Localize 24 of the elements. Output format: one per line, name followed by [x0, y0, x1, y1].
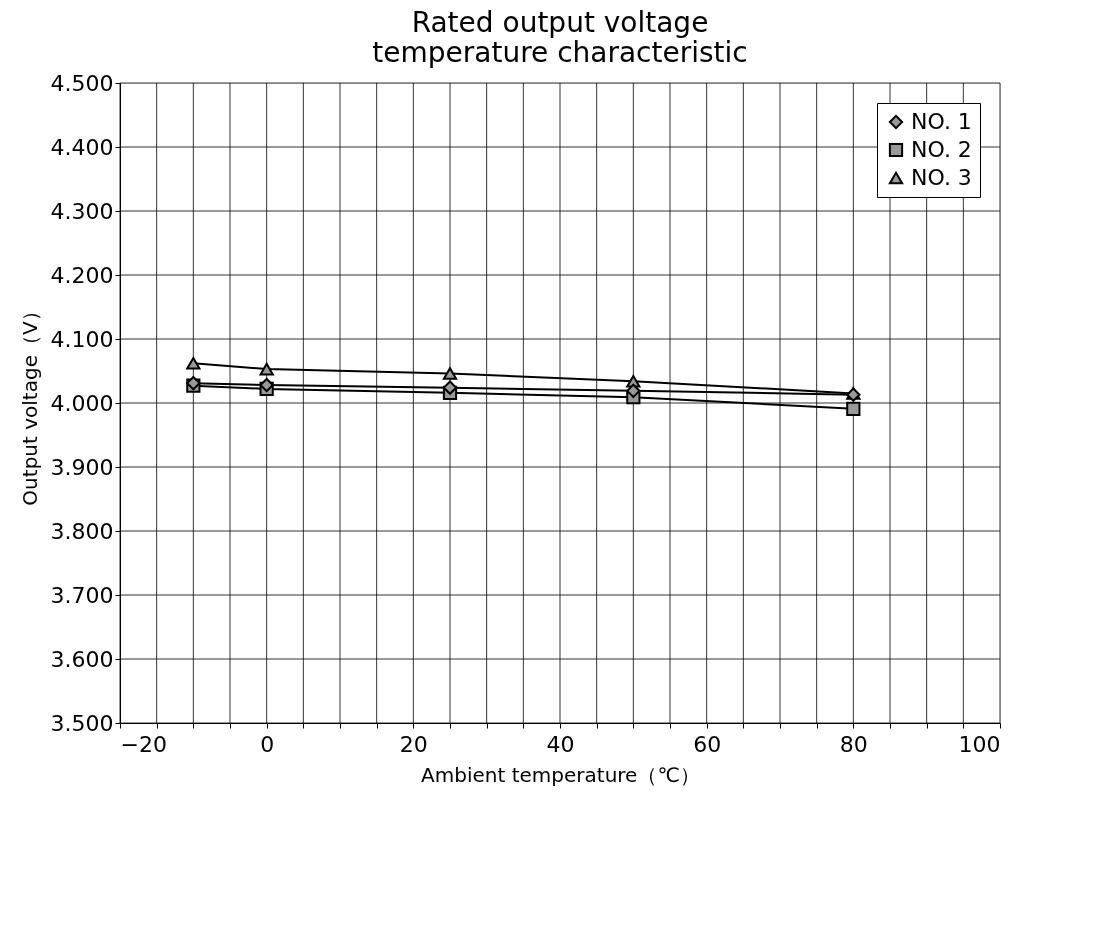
- chart-title: Rated output voltage temperature characteristic: [372, 6, 748, 69]
- x-tick-label: 40: [546, 731, 575, 757]
- y-tick-label: 4.300: [50, 198, 114, 224]
- y-axis-title: Output voltage（V）: [17, 301, 42, 506]
- y-tick-label: 4.500: [50, 70, 114, 96]
- legend-label: NO. 3: [911, 165, 972, 190]
- y-tick-label: 4.100: [50, 326, 114, 352]
- x-tick-label: 80: [839, 731, 868, 757]
- y-tick-label: 3.800: [50, 518, 114, 544]
- y-tick-label: 4.200: [50, 262, 114, 288]
- y-tick-label: 4.400: [50, 134, 114, 160]
- x-tick-label: 0: [260, 731, 275, 757]
- legend-label: NO. 1: [911, 109, 972, 134]
- y-tick-label: 4.000: [50, 390, 114, 416]
- y-tick-label: 3.900: [50, 454, 114, 480]
- x-axis-title: Ambient temperature（℃）: [421, 762, 700, 787]
- y-tick-label: 3.700: [50, 582, 114, 608]
- y-tick-label: 3.500: [50, 710, 114, 736]
- y-tick-label: 3.600: [50, 646, 114, 672]
- x-tick-label: 60: [693, 731, 722, 757]
- x-tick-label: −20: [120, 731, 167, 757]
- x-tick-label: 20: [399, 731, 428, 757]
- legend-label: NO. 2: [911, 137, 972, 162]
- x-tick-label: 100: [958, 731, 1001, 757]
